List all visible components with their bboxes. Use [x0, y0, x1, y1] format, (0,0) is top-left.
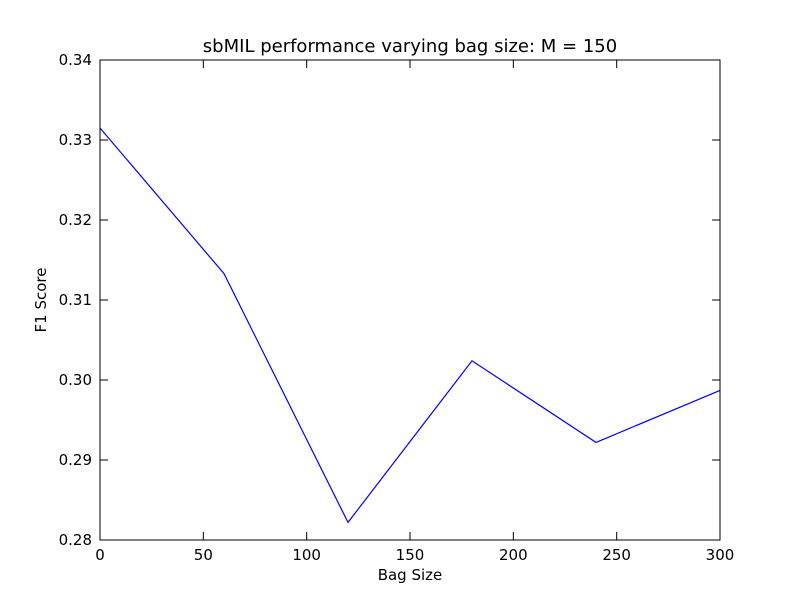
y-tick-label: 0.33	[59, 131, 92, 149]
x-tick-label: 150	[396, 546, 425, 564]
x-tick-label: 300	[706, 546, 735, 564]
y-axis-label: F1 Score	[32, 268, 50, 333]
x-tick-label: 250	[602, 546, 631, 564]
x-tick-label: 200	[499, 546, 528, 564]
x-axis-label: Bag Size	[378, 566, 443, 584]
x-tick-label: 100	[292, 546, 321, 564]
x-tick-label: 50	[194, 546, 213, 564]
x-tick-label: 0	[95, 546, 105, 564]
plot-frame	[99, 59, 721, 541]
series-line	[99, 127, 721, 524]
y-tick-label: 0.29	[59, 451, 92, 469]
y-tick-label: 0.32	[59, 211, 92, 229]
y-tick-label: 0.34	[59, 51, 92, 69]
plot-area: 0 50 100 150 200 250 300 0.28 0.29 0.30 0.31 0.32 0.…	[59, 51, 735, 564]
chart-title: sbMIL performance varying bag size: M = …	[203, 36, 617, 57]
y-tick-label: 0.28	[59, 531, 92, 549]
y-tick-label: 0.31	[59, 291, 92, 309]
y-tick-label: 0.30	[59, 371, 92, 389]
